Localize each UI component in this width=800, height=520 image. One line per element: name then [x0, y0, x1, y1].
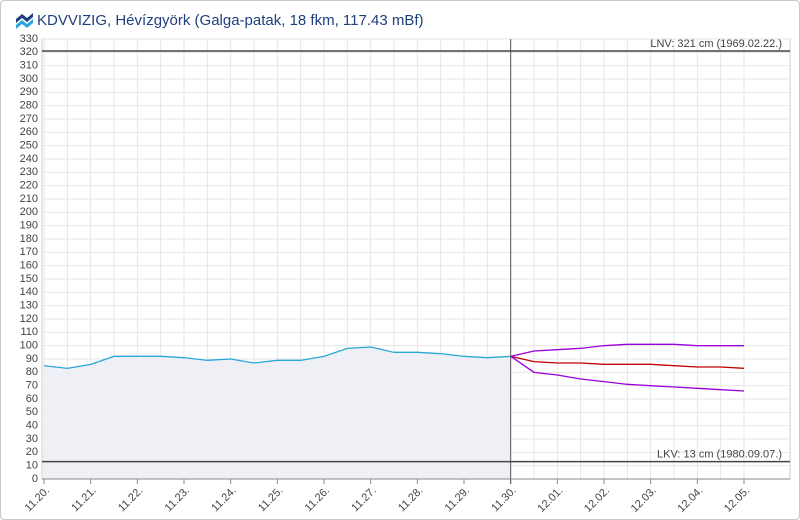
- y-tick-label: 220: [20, 180, 38, 192]
- y-tick-label: 50: [26, 406, 38, 418]
- series-line: [510, 355, 745, 392]
- x-tick-label: 12.01.: [535, 485, 565, 515]
- y-tick-label: 250: [20, 140, 38, 152]
- x-tick-label: 11.25.: [256, 485, 286, 515]
- x-tick-label: 12.03.: [629, 485, 659, 515]
- chart-title: KDVVIZIG, Hévízgyörk (Galga-patak, 18 fk…: [37, 12, 424, 29]
- y-tick-label: 40: [26, 420, 38, 432]
- series-line: [43, 346, 511, 369]
- reference-label: LKV: 13 cm (1980.09.07.): [657, 449, 782, 461]
- x-tick-label: 11.26.: [303, 485, 333, 515]
- y-tick-label: 200: [20, 206, 38, 218]
- y-tick-label: 30: [26, 433, 38, 445]
- x-tick-label: 12.04.: [675, 485, 705, 515]
- y-tick-label: 290: [20, 86, 38, 98]
- y-tick-label: 90: [26, 353, 38, 365]
- y-tick-label: 150: [20, 273, 38, 285]
- y-tick-label: 80: [26, 366, 38, 378]
- y-tick-label: 230: [20, 166, 38, 178]
- y-tick-label: 320: [20, 46, 38, 58]
- x-tick-label: 11.30.: [489, 485, 519, 515]
- y-tick-label: 10: [26, 460, 38, 472]
- y-tick-label: 300: [20, 73, 38, 85]
- y-tick-label: 330: [20, 33, 38, 45]
- x-tick-label: 11.23.: [163, 485, 193, 515]
- y-tick-label: 190: [20, 220, 38, 232]
- area: [44, 347, 511, 479]
- x-tick-label: 11.22.: [116, 485, 146, 515]
- x-tick-label: 11.27.: [349, 485, 379, 515]
- y-tick-label: 180: [20, 233, 38, 245]
- x-tick-label: 11.28.: [396, 485, 426, 515]
- y-tick-label: 100: [20, 340, 38, 352]
- y-tick-label: 130: [20, 300, 38, 312]
- reference-label: LNV: 321 cm (1969.02.22.): [650, 38, 782, 50]
- y-tick-label: 160: [20, 260, 38, 272]
- y-tick-label: 310: [20, 60, 38, 72]
- y-tick-label: 120: [20, 313, 38, 325]
- y-tick-label: 210: [20, 193, 38, 205]
- x-tick-label: 11.21.: [69, 485, 99, 515]
- x-tick-label: 12.05.: [722, 485, 752, 515]
- x-tick-label: 12.02.: [582, 485, 612, 515]
- x-tick-label: 11.29.: [443, 485, 473, 515]
- x-tick-label: 11.24.: [209, 485, 239, 515]
- y-tick-label: 240: [20, 153, 38, 165]
- y-tick-label: 60: [26, 393, 38, 405]
- y-tick-label: 260: [20, 126, 38, 138]
- y-tick-label: 270: [20, 113, 38, 125]
- y-tick-label: 110: [20, 326, 38, 338]
- logo: [16, 13, 33, 29]
- series-line: [510, 343, 744, 357]
- y-tick-label: 280: [20, 100, 38, 112]
- y-tick-label: 20: [26, 446, 38, 458]
- y-tick-label: 70: [26, 380, 38, 392]
- x-tick-label: 11.20.: [23, 485, 53, 515]
- series-line: [510, 355, 745, 369]
- y-tick-label: 0: [32, 473, 38, 485]
- y-tick-label: 140: [20, 286, 38, 298]
- y-tick-label: 170: [20, 246, 38, 258]
